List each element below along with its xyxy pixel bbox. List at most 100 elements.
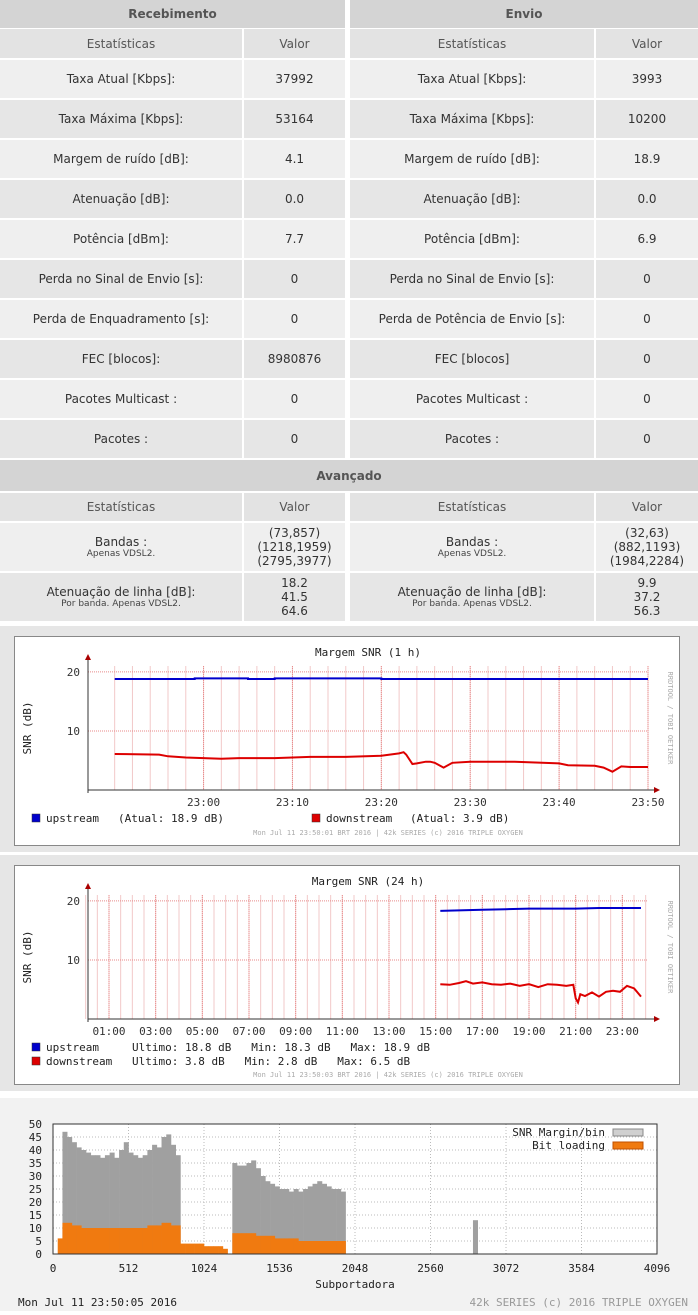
y-tick-label: 20	[29, 1196, 42, 1209]
bit-loading-bar	[194, 1243, 200, 1254]
bit-loading-bar	[340, 1241, 346, 1254]
y-tick-label: 15	[29, 1209, 42, 1222]
snr-margin-bar	[298, 1191, 304, 1254]
bit-loading-bar	[67, 1222, 73, 1254]
snr-margin-bar	[166, 1134, 172, 1254]
rx-stat-value: 37992	[244, 60, 345, 98]
downstream-legend-label: downstream	[46, 1055, 113, 1068]
tx-stat-value: 0	[596, 420, 698, 458]
snr-margin-bar	[232, 1163, 238, 1254]
upstream-legend-stats: Ultimo: 18.8 dB Min: 18.3 dB Max: 18.9 d…	[132, 1041, 430, 1054]
timestamp: Mon Jul 11 23:50:05 2016	[18, 1296, 177, 1309]
bit-loading-bar	[119, 1228, 125, 1254]
rx-stat-label: Margem de ruído [dB]:	[0, 140, 242, 178]
x-tick-label: 23:00	[606, 1025, 639, 1038]
snr-margin-bar	[114, 1157, 120, 1254]
downstream-legend-swatch	[311, 813, 321, 823]
bit-loading-bar	[251, 1233, 257, 1254]
bit-loading-bar	[298, 1241, 304, 1254]
bit-loading-bar	[260, 1235, 266, 1254]
snr-margin-bar	[312, 1183, 318, 1254]
rx-bands-label-cell: Bandas : Apenas VDSL2.	[0, 523, 242, 571]
bit-loading-bar	[57, 1238, 63, 1254]
tx-stat-label: Atenuação [dB]:	[350, 180, 594, 218]
bit-loading-bar	[331, 1241, 337, 1254]
snr-margin-bar	[260, 1176, 266, 1254]
bit-loading-bar	[147, 1225, 153, 1254]
bit-loading-bar	[218, 1246, 224, 1254]
y-tick-label: 35	[29, 1157, 42, 1170]
bit-loading-bar	[279, 1238, 285, 1254]
rx-atten-2: 41.5	[281, 590, 308, 604]
snr-margin-bar	[123, 1142, 129, 1254]
bit-loading-bar	[109, 1228, 115, 1254]
rx-stat-label: Atenuação [dB]:	[0, 180, 242, 218]
bit-loading-bar	[71, 1225, 77, 1254]
legend-label: SNR Margin/bin	[512, 1126, 605, 1139]
downstream-series-line	[440, 980, 642, 1006]
bit-loading-bar	[123, 1228, 129, 1254]
rx-stat-label: Potência [dBm]:	[0, 220, 242, 258]
y-tick-label: 10	[67, 725, 80, 738]
snr-margin-bar	[128, 1152, 134, 1254]
upstream-legend-label: upstream	[46, 1041, 99, 1054]
bit-loading-bar	[86, 1228, 92, 1254]
bit-loading-bar	[326, 1241, 332, 1254]
rx-stat-label: Taxa Atual [Kbps]:	[0, 60, 242, 98]
x-tick-label: 2048	[342, 1262, 369, 1275]
snr-margin-bar	[81, 1150, 87, 1254]
tx-stat-label: FEC [blocos]	[350, 340, 594, 378]
snr-margin-bar	[137, 1157, 143, 1254]
adv-rx-col-value-header: Valor	[244, 493, 345, 521]
bit-loading-bar	[142, 1228, 148, 1254]
tx-atten-2: 37.2	[633, 590, 661, 604]
rx-stat-label: Perda no Sinal de Envio [s]:	[0, 260, 242, 298]
downstream-legend-stats: Ultimo: 3.8 dB Min: 2.8 dB Max: 6.5 dB	[132, 1055, 411, 1068]
bit-loading-bar	[265, 1235, 271, 1254]
bit-loading-bar	[293, 1238, 299, 1254]
snr-1h-chart-frame: 10 20 23:00 23:10 23:20 23:30 23:40 23:50 Margem…	[14, 636, 680, 846]
y-tick-label: 5	[35, 1235, 42, 1248]
rx-stat-label: Taxa Máxima [Kbps]:	[0, 100, 242, 138]
tx-stat-label: Taxa Máxima [Kbps]:	[350, 100, 594, 138]
snr-24h-chart: 10 20 01:00 03:00 05:00 07:00 09:00 11:00 13:00 1…	[21, 875, 674, 1079]
adv-rx-col-stats-header: Estatísticas	[0, 493, 242, 521]
x-axis-label: Subportadora	[315, 1278, 394, 1291]
bit-loading-bar	[232, 1233, 238, 1254]
bit-loading-bar	[161, 1222, 167, 1254]
y-tick-label: 0	[35, 1248, 42, 1261]
y-tick-label: 20	[67, 666, 80, 679]
upstream-legend-stats: (Atual: 18.9 dB)	[118, 812, 224, 825]
tx-line-atten-note: Por banda. Apenas VDSL2.	[412, 599, 532, 609]
snr-margin-bar	[274, 1186, 280, 1254]
adv-tx-col-stats-header: Estatísticas	[350, 493, 594, 521]
rx-band-1: (73,857)	[268, 526, 321, 540]
downstream-legend-label: downstream	[326, 812, 393, 825]
snr-margin-bar	[246, 1163, 252, 1254]
adv-tx-col-value-header: Valor	[596, 493, 698, 521]
x-tick-label: 1024	[191, 1262, 218, 1275]
tx-bands-values: (32,63) (882,1193) (1984,2284)	[596, 523, 698, 571]
tx-band-3: (1984,2284)	[609, 554, 685, 568]
tx-stat-value: 0	[596, 260, 698, 298]
legend-swatch	[612, 1141, 644, 1150]
chart-title: Margem SNR (24 h)	[312, 875, 425, 888]
snr-margin-bar	[100, 1157, 106, 1254]
x-tick-label: 23:00	[187, 796, 220, 809]
tx-band-2: (882,1193)	[613, 540, 681, 554]
tx-line-atten-label-cell: Atenuação de linha [dB]: Por banda. Apen…	[350, 573, 594, 621]
y-tick-label: 45	[29, 1131, 42, 1144]
bit-loading-bar	[274, 1238, 280, 1254]
x-tick-label: 09:00	[279, 1025, 312, 1038]
tx-stat-label: Pacotes :	[350, 420, 594, 458]
plot-border	[52, 1123, 658, 1255]
bit-loading-bar	[204, 1246, 210, 1254]
snr-margin-bar	[472, 1220, 478, 1254]
bit-loading-bar	[90, 1228, 96, 1254]
rx-bands-label: Bandas :	[94, 535, 148, 549]
bit-loading-bar	[303, 1241, 309, 1254]
bit-loading-bar	[189, 1243, 195, 1254]
tx-bands-label-cell: Bandas : Apenas VDSL2.	[350, 523, 594, 571]
snr-margin-bar	[265, 1181, 271, 1254]
tx-col-value-header: Valor	[596, 29, 698, 58]
